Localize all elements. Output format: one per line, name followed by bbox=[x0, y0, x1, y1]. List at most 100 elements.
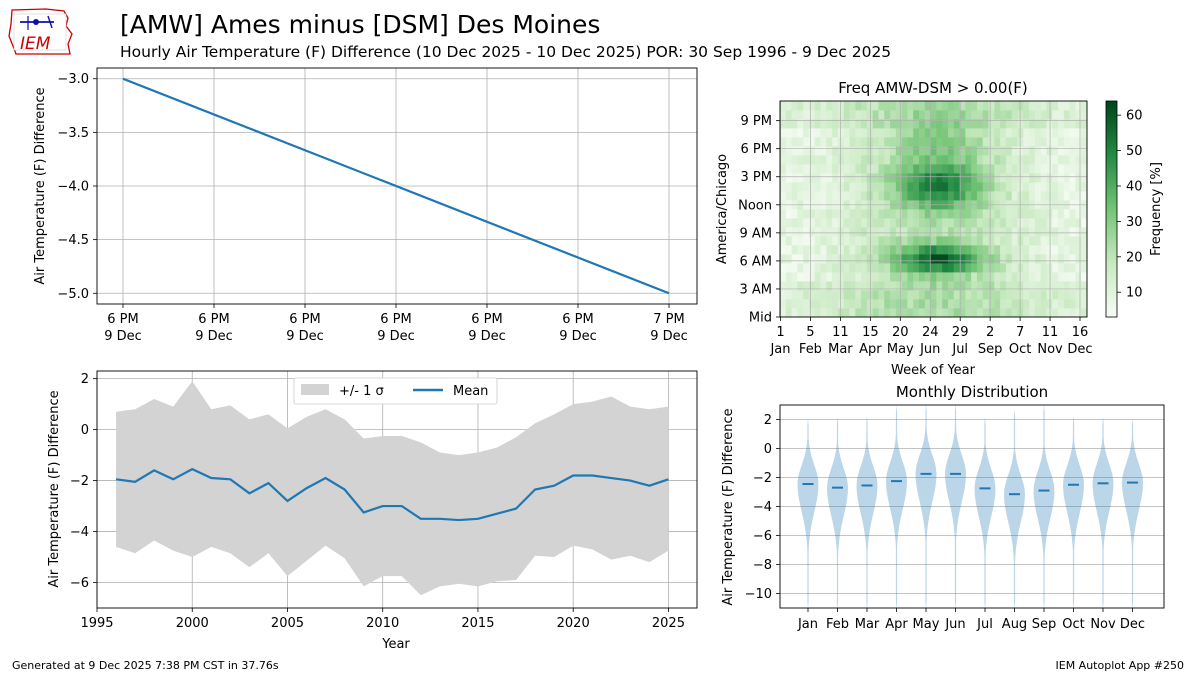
heatmap-cell bbox=[953, 155, 960, 165]
heatmap-cell bbox=[1052, 227, 1059, 237]
heatmap-cell bbox=[965, 119, 972, 129]
heatmap-cell bbox=[1005, 182, 1013, 192]
heatmap-cell bbox=[826, 128, 833, 138]
heatmap-cell bbox=[1023, 263, 1030, 273]
violin-body bbox=[1004, 410, 1025, 608]
heatmap-cell bbox=[1040, 308, 1047, 318]
heatmap-cell bbox=[924, 281, 931, 291]
heatmap-cell bbox=[1023, 128, 1030, 138]
heatmap-cell bbox=[1000, 110, 1007, 120]
heatmap-cell bbox=[1034, 101, 1042, 111]
heatmap-cell bbox=[866, 119, 874, 129]
heatmap-cell bbox=[797, 173, 804, 183]
heatmap-cell bbox=[942, 290, 949, 300]
heatmap-cell bbox=[797, 254, 804, 264]
heatmap-cell bbox=[913, 236, 920, 246]
heatmap-cell bbox=[959, 290, 966, 300]
heatmap-cell bbox=[837, 128, 845, 138]
heatmap-cell bbox=[837, 236, 845, 246]
heatmap-cell bbox=[965, 110, 972, 120]
heatmap-cell bbox=[803, 209, 810, 219]
heatmap-cell bbox=[930, 209, 937, 219]
heatmap-cell bbox=[907, 290, 914, 300]
heatmap-cell bbox=[988, 281, 995, 291]
heatmap-cell bbox=[1069, 236, 1076, 246]
heatmap-cell bbox=[803, 137, 810, 147]
heatmap-cell bbox=[976, 209, 984, 219]
heatmap-cell bbox=[1069, 218, 1076, 228]
heatmap-cell bbox=[924, 128, 931, 138]
heatmap-cell bbox=[1017, 236, 1024, 246]
generated-note: Generated at 9 Dec 2025 7:38 PM CST in 3… bbox=[12, 659, 279, 672]
heatmap-cell bbox=[901, 290, 908, 300]
heatmap-cell bbox=[855, 272, 862, 282]
heatmap-cell bbox=[797, 218, 804, 228]
heatmap-cell bbox=[1058, 191, 1065, 201]
heatmap-cell bbox=[832, 308, 839, 318]
heatmap-cell bbox=[808, 308, 816, 318]
heatmap-cell bbox=[930, 164, 937, 174]
heatmap-cell bbox=[849, 119, 856, 129]
heatmap-cell bbox=[1034, 245, 1042, 255]
heatmap-cell bbox=[1069, 245, 1076, 255]
heatmap-cell bbox=[814, 272, 821, 282]
heatmap-cell bbox=[861, 299, 868, 309]
heatmap-cell bbox=[878, 263, 885, 273]
heatmap-cell bbox=[866, 164, 874, 174]
heatmap-cell bbox=[994, 227, 1001, 237]
heatmap-cell bbox=[959, 173, 966, 183]
heatmap-cell bbox=[947, 191, 955, 201]
heatmap-cell bbox=[1058, 281, 1065, 291]
heatmap-cell bbox=[959, 191, 966, 201]
heatmap-cell bbox=[947, 146, 955, 156]
heatmap-cell bbox=[976, 128, 984, 138]
heatmap-cell bbox=[1058, 110, 1065, 120]
yearly-xtick-label: 1995 bbox=[80, 616, 113, 631]
heatmap-cell bbox=[1069, 272, 1076, 282]
heatmap-cell bbox=[988, 110, 995, 120]
heatmap-cell bbox=[849, 290, 856, 300]
heatmap-cell bbox=[1040, 281, 1047, 291]
heatmap-cell bbox=[1046, 182, 1053, 192]
heatmap-cell bbox=[930, 263, 937, 273]
heatmap-cell bbox=[808, 272, 816, 282]
heatmap-xtick-label: 11 bbox=[832, 325, 849, 340]
heatmap-cell bbox=[826, 254, 833, 264]
heatmap-cell bbox=[1011, 308, 1018, 318]
heatmap-cell bbox=[913, 101, 920, 111]
heatmap-cell bbox=[1040, 254, 1047, 264]
heatmap-cell bbox=[890, 155, 897, 165]
monthly-xtick-label: Dec bbox=[1120, 617, 1145, 632]
monthly-xtick-label: Feb bbox=[826, 617, 849, 632]
heatmap-cell bbox=[953, 110, 960, 120]
heatmap-cell bbox=[814, 128, 821, 138]
heatmap-cell bbox=[785, 245, 792, 255]
heatmap-cell bbox=[780, 272, 787, 282]
heatmap-cell bbox=[1063, 209, 1071, 219]
yearly-xtick-label: 2000 bbox=[176, 616, 209, 631]
heatmap-cell bbox=[994, 236, 1001, 246]
heatmap-cell bbox=[791, 209, 798, 219]
heatmap-cell bbox=[843, 182, 850, 192]
heatmap-cell bbox=[808, 245, 816, 255]
heatmap-cell bbox=[837, 254, 845, 264]
heatmap-cell bbox=[1011, 137, 1018, 147]
heatmap-cell bbox=[1040, 245, 1047, 255]
heatmap-cell bbox=[884, 173, 891, 183]
heatmap-cell bbox=[1011, 146, 1018, 156]
heatmap-cell bbox=[785, 254, 792, 264]
heatmap-cell bbox=[919, 263, 926, 273]
heatmap-cell bbox=[884, 137, 891, 147]
heatmap-cell bbox=[1029, 101, 1036, 111]
heatmap-cell bbox=[919, 290, 926, 300]
heatmap-cell bbox=[907, 263, 914, 273]
logo-text: IEM bbox=[20, 34, 51, 54]
heatmap-cell bbox=[942, 299, 949, 309]
heatmap-cell bbox=[1046, 209, 1053, 219]
heatmap-cell bbox=[959, 209, 966, 219]
heatmap-cell bbox=[971, 128, 978, 138]
heatmap-cell bbox=[919, 155, 926, 165]
heatmap-cell bbox=[837, 263, 845, 273]
heatmap-cell bbox=[884, 119, 891, 129]
heatmap-cell bbox=[797, 101, 804, 111]
